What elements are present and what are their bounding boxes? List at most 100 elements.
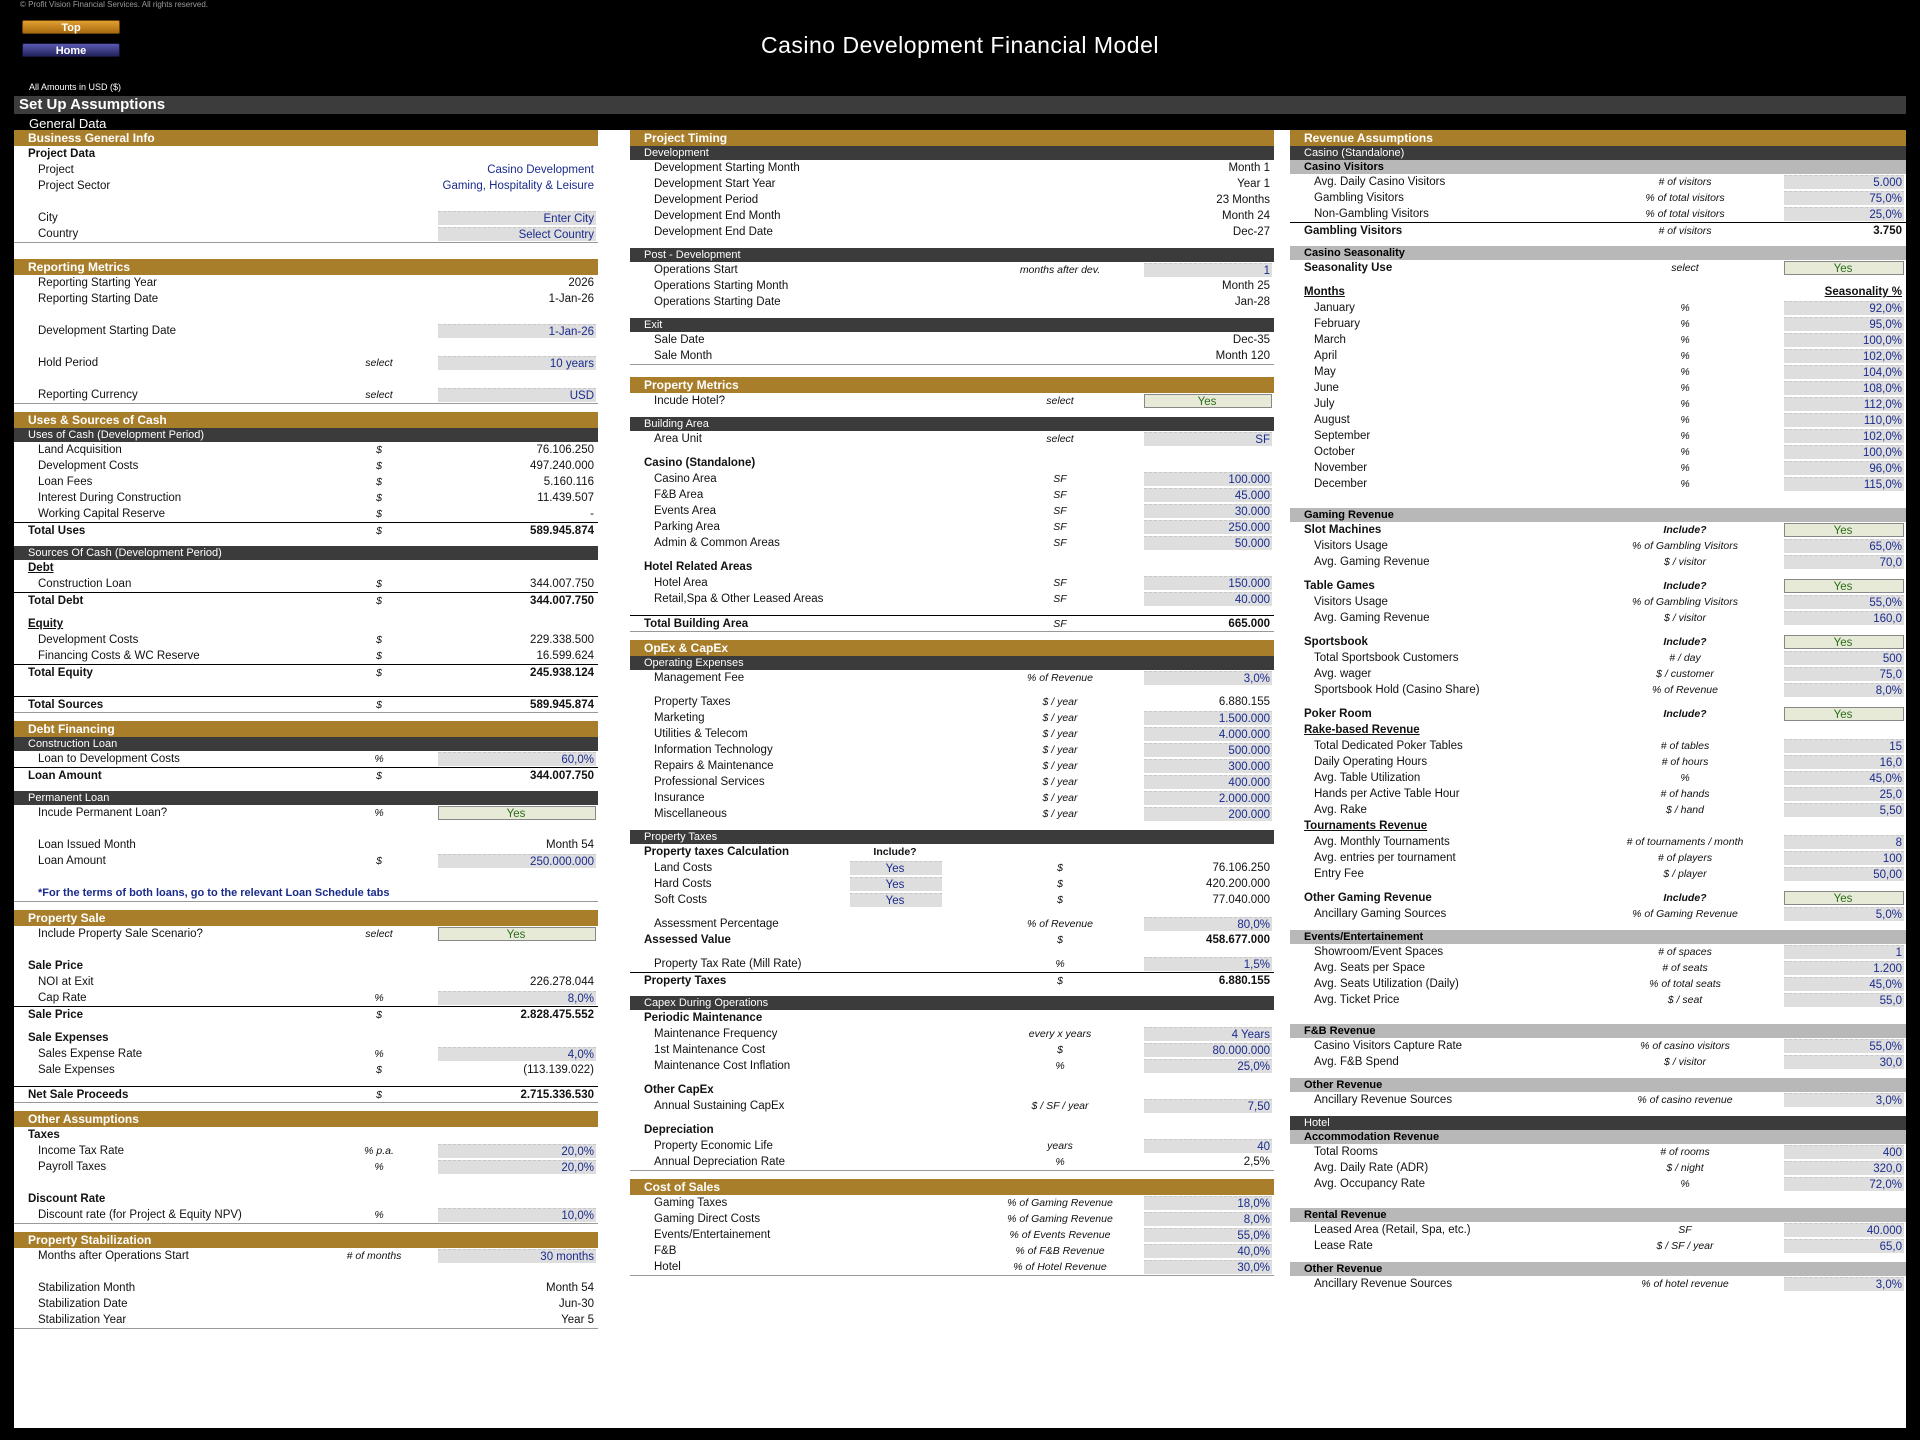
stab-months-input[interactable]: 30 months: [438, 1249, 596, 1263]
rev-input[interactable]: 5,50: [1784, 803, 1904, 817]
country-select[interactable]: Select Country: [438, 227, 596, 241]
sale-expense-input[interactable]: 4,0%: [438, 1047, 596, 1061]
maint-cost-input[interactable]: 80.000.000: [1144, 1043, 1272, 1057]
ops-start-input[interactable]: 1: [1144, 263, 1272, 277]
mill-rate-input[interactable]: 1,5%: [1144, 957, 1272, 971]
rev-input[interactable]: 65,0: [1784, 1239, 1904, 1253]
include-toggle[interactable]: Yes: [850, 877, 942, 891]
hold-period-select[interactable]: 10 years: [438, 356, 596, 370]
rev-input[interactable]: 3,0%: [1784, 1277, 1904, 1291]
include-toggle[interactable]: Yes: [1784, 707, 1904, 721]
mgmt-fee-input[interactable]: 3,0%: [1144, 671, 1272, 685]
rev-input[interactable]: 160,0: [1784, 611, 1904, 625]
rev-input[interactable]: 500: [1784, 651, 1904, 665]
permanent-loan-toggle[interactable]: Yes: [438, 806, 596, 820]
maint-infl-input[interactable]: 25,0%: [1144, 1059, 1272, 1073]
rev-input[interactable]: 5,0%: [1784, 907, 1904, 921]
rev-input[interactable]: 5.000: [1784, 175, 1904, 189]
rev-input[interactable]: 70,0: [1784, 555, 1904, 569]
rev-input[interactable]: 25,0: [1784, 787, 1904, 801]
rev-input[interactable]: 55,0: [1784, 993, 1904, 1007]
seasonality-input[interactable]: 100,0%: [1784, 445, 1904, 459]
rev-input[interactable]: 55,0%: [1784, 1039, 1904, 1053]
opex-input[interactable]: 500.000: [1144, 743, 1272, 757]
include-toggle[interactable]: Yes: [1784, 635, 1904, 649]
ltd-input[interactable]: 60,0%: [438, 752, 596, 766]
maint-freq-input[interactable]: 4 Years: [1144, 1027, 1272, 1041]
seasonality-input[interactable]: 102,0%: [1784, 429, 1904, 443]
discount-rate-input[interactable]: 10,0%: [438, 1208, 596, 1222]
sale-scenario-toggle[interactable]: Yes: [438, 927, 596, 941]
project-value[interactable]: Casino Development: [487, 164, 594, 176]
rev-input[interactable]: 8: [1784, 835, 1904, 849]
opex-input[interactable]: 2.000.000: [1144, 791, 1272, 805]
include-hotel-toggle[interactable]: Yes: [1144, 394, 1272, 408]
rev-input[interactable]: 75,0: [1784, 667, 1904, 681]
area-input[interactable]: 50.000: [1144, 536, 1272, 550]
rev-input[interactable]: 45,0%: [1784, 771, 1904, 785]
cos-input[interactable]: 18,0%: [1144, 1196, 1272, 1210]
area-input[interactable]: 150.000: [1144, 576, 1272, 590]
include-toggle[interactable]: Yes: [850, 861, 942, 875]
cos-input[interactable]: 40,0%: [1144, 1244, 1272, 1258]
rev-input[interactable]: 45,0%: [1784, 977, 1904, 991]
sustaining-capex-input[interactable]: 7,50: [1144, 1099, 1272, 1113]
rev-input[interactable]: 1.200: [1784, 961, 1904, 975]
include-toggle[interactable]: Yes: [1784, 579, 1904, 593]
seasonality-input[interactable]: 102,0%: [1784, 349, 1904, 363]
rev-input[interactable]: 100: [1784, 851, 1904, 865]
income-tax-input[interactable]: 20,0%: [438, 1144, 596, 1158]
rev-input[interactable]: 65,0%: [1784, 539, 1904, 553]
seasonality-input[interactable]: 100,0%: [1784, 333, 1904, 347]
perm-loan-input[interactable]: 250.000.000: [438, 854, 596, 868]
rev-input[interactable]: 75,0%: [1784, 191, 1904, 205]
seasonality-input[interactable]: 96,0%: [1784, 461, 1904, 475]
economic-life-input[interactable]: 40: [1144, 1139, 1272, 1153]
opex-input[interactable]: 200.000: [1144, 807, 1272, 821]
seasonality-input[interactable]: 115,0%: [1784, 477, 1904, 491]
area-input[interactable]: 45.000: [1144, 488, 1272, 502]
top-button[interactable]: Top: [22, 20, 120, 34]
rev-input[interactable]: 72,0%: [1784, 1177, 1904, 1191]
rev-input[interactable]: 16,0: [1784, 755, 1904, 769]
city-input[interactable]: Enter City: [438, 211, 596, 225]
rev-input[interactable]: 30,0: [1784, 1055, 1904, 1069]
rev-input[interactable]: 15: [1784, 739, 1904, 753]
rev-input[interactable]: 320,0: [1784, 1161, 1904, 1175]
rev-input[interactable]: 400: [1784, 1145, 1904, 1159]
area-input[interactable]: 30.000: [1144, 504, 1272, 518]
seasonality-input[interactable]: 112,0%: [1784, 397, 1904, 411]
opex-input[interactable]: 1.500.000: [1144, 711, 1272, 725]
area-input[interactable]: 40.000: [1144, 592, 1272, 606]
include-toggle[interactable]: Yes: [1784, 891, 1904, 905]
assessment-input[interactable]: 80,0%: [1144, 917, 1272, 931]
area-input[interactable]: 100.000: [1144, 472, 1272, 486]
rev-input[interactable]: 50,00: [1784, 867, 1904, 881]
seasonality-toggle[interactable]: Yes: [1784, 261, 1904, 275]
opex-input[interactable]: 300.000: [1144, 759, 1272, 773]
include-toggle[interactable]: Yes: [1784, 523, 1904, 537]
opex-input[interactable]: 400.000: [1144, 775, 1272, 789]
rev-input[interactable]: 8,0%: [1784, 683, 1904, 697]
cap-rate-input[interactable]: 8,0%: [438, 991, 596, 1005]
rev-input[interactable]: 40.000: [1784, 1223, 1904, 1237]
opex-input[interactable]: 4.000.000: [1144, 727, 1272, 741]
rev-input[interactable]: 55,0%: [1784, 595, 1904, 609]
seasonality-input[interactable]: 95,0%: [1784, 317, 1904, 331]
cos-input[interactable]: 55,0%: [1144, 1228, 1272, 1242]
rev-input[interactable]: 25,0%: [1784, 207, 1904, 221]
rev-input[interactable]: 3,0%: [1784, 1093, 1904, 1107]
sector-value[interactable]: Gaming, Hospitality & Leisure: [442, 180, 594, 192]
seasonality-input[interactable]: 92,0%: [1784, 301, 1904, 315]
seasonality-input[interactable]: 110,0%: [1784, 413, 1904, 427]
payroll-tax-input[interactable]: 20,0%: [438, 1160, 596, 1174]
cos-input[interactable]: 30,0%: [1144, 1260, 1272, 1274]
currency-select[interactable]: USD: [438, 388, 596, 402]
area-unit-select[interactable]: SF: [1144, 432, 1272, 446]
area-input[interactable]: 250.000: [1144, 520, 1272, 534]
home-button[interactable]: Home: [22, 43, 120, 57]
cos-input[interactable]: 8,0%: [1144, 1212, 1272, 1226]
include-toggle[interactable]: Yes: [850, 893, 942, 907]
seasonality-input[interactable]: 108,0%: [1784, 381, 1904, 395]
rev-input[interactable]: 1: [1784, 945, 1904, 959]
